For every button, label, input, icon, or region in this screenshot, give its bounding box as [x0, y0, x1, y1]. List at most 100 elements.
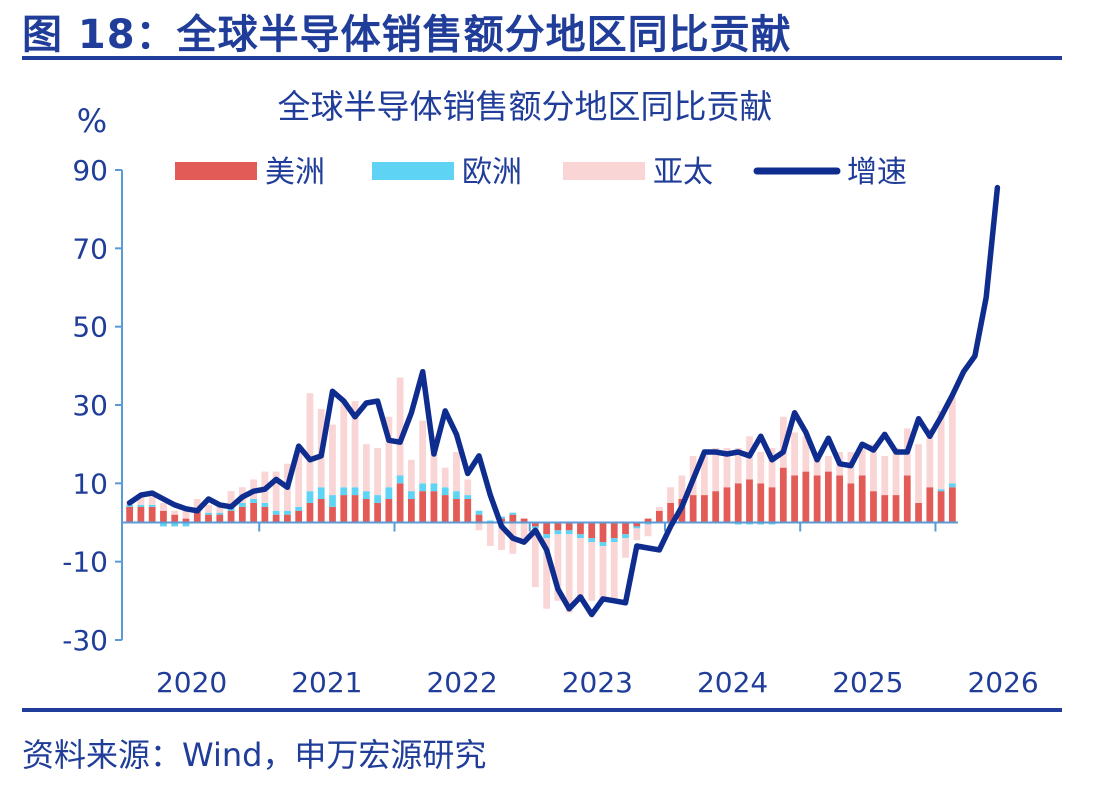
bar-欧洲-2023-07	[599, 542, 607, 546]
bar-亚太-2023-07	[599, 546, 607, 601]
bar-亚太-2021-08	[340, 401, 348, 488]
bar-亚太-2021-02	[272, 471, 280, 511]
bar-欧洲-2021-02	[272, 510, 280, 515]
bar-美洲-2020-04	[160, 510, 167, 523]
bar-美洲-2020-05	[171, 514, 179, 523]
bar-亚太-2020-04	[160, 502, 167, 511]
bar-欧洲-2023-03	[554, 530, 562, 535]
x-tick-label: 2026	[967, 666, 1038, 699]
y-tick-label: 30	[72, 389, 108, 422]
bar-美洲-2023-09	[622, 522, 629, 535]
bar-美洲-2023-06	[588, 522, 596, 539]
bar-美洲-2023-02	[543, 522, 551, 535]
bar-欧洲-2022-08	[475, 510, 483, 515]
bar-亚太-2023-03	[554, 534, 562, 601]
bar-欧洲-2020-11	[238, 502, 246, 507]
bar-亚太-2021-10	[362, 444, 370, 492]
legend-label-美洲: 美洲	[265, 155, 325, 190]
bar-亚太-2022-05	[441, 467, 449, 488]
bar-美洲-2025-10	[903, 475, 911, 523]
bar-亚太-2023-02	[543, 538, 551, 609]
bar-欧洲-2023-05	[577, 534, 584, 539]
bar-亚太-2021-07	[329, 424, 336, 496]
x-tick-label: 2022	[426, 666, 497, 699]
title-rule	[22, 56, 1062, 60]
bar-欧洲-2021-06	[317, 487, 325, 499]
legend-swatch-美洲	[175, 162, 257, 180]
bar-亚太-2024-09	[757, 452, 765, 484]
bar-亚太-2023-06	[588, 542, 596, 601]
bar-欧洲-2023-01	[531, 526, 539, 529]
bar-美洲-2020-07	[193, 510, 201, 523]
x-tick-label: 2020	[156, 666, 227, 699]
bar-欧洲-2023-02	[543, 534, 551, 539]
bar-美洲-2024-11	[779, 467, 787, 523]
bar-欧洲-2022-01	[396, 475, 404, 484]
bar-欧洲-2022-10	[498, 516, 505, 519]
bar-欧洲-2020-01	[126, 504, 134, 507]
bar-亚太-2020-06	[182, 510, 190, 519]
bar-亚太-2022-04	[430, 436, 438, 484]
bar-亚太-2020-08	[205, 504, 212, 513]
bar-美洲-2025-08	[881, 495, 889, 523]
bar-亚太-2026-01	[937, 410, 945, 490]
source-note: 资料来源：Wind，申万宏源研究	[22, 736, 487, 774]
y-tick-label: 90	[72, 154, 108, 187]
bar-美洲-2024-07	[734, 483, 742, 523]
bar-美洲-2025-05	[847, 483, 855, 523]
bar-亚太-2020-07	[193, 499, 201, 511]
bar-美洲-2021-09	[351, 495, 359, 523]
legend-swatch-欧洲	[372, 162, 454, 180]
chart: 全球半导体销售额分地区同比贡献 % 美洲 欧洲 亚太 增速 -30 -10 10 30 50 7…	[62, 87, 1038, 699]
bar-美洲-2022-07	[464, 499, 472, 523]
bar-亚太-2023-09	[622, 538, 629, 558]
bar-欧洲-2023-06	[588, 538, 596, 543]
growth-line	[126, 184, 1001, 618]
bar-series	[126, 377, 956, 613]
bar-亚太-2022-07	[464, 479, 472, 496]
bar-美洲-2021-06	[317, 499, 325, 523]
bar-美洲-2021-07	[329, 506, 336, 523]
bar-欧洲-2020-08	[205, 512, 212, 515]
bar-美洲-2021-10	[362, 499, 370, 523]
bar-亚太-2025-11	[915, 444, 922, 503]
bar-亚太-2021-11	[374, 448, 381, 496]
bar-亚太-2025-06	[858, 444, 866, 476]
bar-欧洲-2021-01	[261, 502, 269, 507]
bar-亚太-2022-08	[475, 522, 483, 531]
bar-亚太-2022-02	[408, 459, 415, 492]
bar-亚太-2026-02	[948, 397, 956, 484]
bar-美洲-2024-04	[701, 495, 708, 523]
bar-亚太-2024-02	[678, 475, 686, 499]
bar-亚太-2022-12	[520, 522, 528, 539]
bar-美洲-2024-09	[757, 483, 765, 523]
bar-美洲-2020-02	[137, 506, 145, 523]
bar-美洲-2020-01	[126, 506, 134, 523]
bar-亚太-2023-04	[565, 534, 573, 613]
bar-美洲-2025-07	[870, 491, 877, 523]
bar-美洲-2022-08	[475, 514, 483, 523]
bar-美洲-2025-04	[836, 475, 844, 523]
bar-美洲-2024-03	[689, 495, 697, 523]
bar-欧洲-2022-02	[408, 491, 415, 499]
bar-美洲-2024-10	[768, 487, 776, 523]
bar-亚太-2021-04	[295, 452, 303, 507]
legend-label-亚太: 亚太	[653, 155, 713, 190]
bar-美洲-2020-12	[250, 502, 257, 523]
bar-亚太-2023-08	[610, 542, 618, 601]
bar-亚太-2023-05	[577, 538, 584, 601]
bar-美洲-2021-08	[340, 495, 348, 523]
bar-亚太-2024-12	[791, 432, 798, 476]
bar-美洲-2025-09	[892, 495, 900, 523]
bar-美洲-2023-08	[610, 522, 618, 539]
bar-欧洲-2022-04	[430, 483, 438, 492]
bar-美洲-2022-05	[441, 495, 449, 523]
bar-美洲-2023-07	[599, 522, 607, 543]
bar-美洲-2024-12	[791, 475, 798, 523]
bar-美洲-2021-04	[295, 510, 303, 523]
bar-美洲-2022-04	[430, 491, 438, 523]
bar-美洲-2021-01	[261, 506, 269, 523]
bar-亚太-2025-01	[802, 436, 810, 472]
bar-亚太-2022-09	[486, 522, 494, 546]
bar-欧洲-2022-06	[453, 491, 460, 499]
